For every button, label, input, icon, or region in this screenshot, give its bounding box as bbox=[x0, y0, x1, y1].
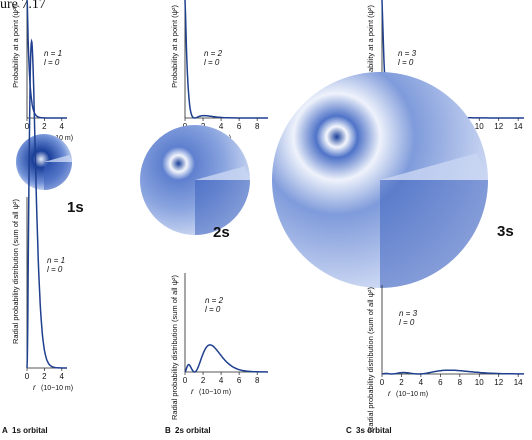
tick-label-bottom-3s-3: 6 bbox=[438, 378, 443, 387]
tick-label-bottom-2s-2: 4 bbox=[219, 376, 224, 385]
orbital-label-1s: 1s bbox=[67, 199, 84, 216]
l-label-bottom-3s: l = 0 bbox=[399, 318, 415, 327]
n-label-bottom-1s: n = 1 bbox=[47, 256, 65, 265]
ylabel-top-1s: Probability at a point (ψ²) bbox=[11, 5, 20, 88]
curve-radial-3s bbox=[381, 369, 524, 375]
curve-radial-1s bbox=[26, 38, 67, 369]
orbital-cutaway-face-1s bbox=[44, 162, 72, 190]
xlabel-bottom-3s: r bbox=[388, 389, 391, 398]
tick-label-bottom-1s-0: 0 bbox=[25, 372, 30, 381]
ylabel-top-3s: Probability at a point (ψ²) bbox=[366, 5, 375, 88]
caption-letter-3s: C bbox=[346, 426, 352, 435]
ylabel-bottom-2s: Radial probability distribution (sum of … bbox=[170, 275, 179, 420]
xlabel-bottom-1s: r bbox=[33, 383, 36, 392]
curve-psi-2s bbox=[184, 0, 268, 119]
tick-label-bottom-3s-7: 14 bbox=[514, 378, 523, 387]
tick-label-bottom-2s-1: 2 bbox=[201, 376, 206, 385]
orbital-label-2s: 2s bbox=[213, 224, 230, 241]
xunit-bottom-3s: (10−10 m) bbox=[396, 391, 428, 398]
tick-label-bottom-3s-4: 8 bbox=[458, 378, 463, 387]
tick-label-bottom-2s-0: 0 bbox=[183, 376, 188, 385]
xlabel-bottom-2s: r bbox=[191, 387, 194, 396]
tick-label-bottom-1s-2: 4 bbox=[60, 372, 65, 381]
l-label-top-2s: l = 0 bbox=[204, 58, 220, 67]
caption-letter-1s: A bbox=[2, 426, 8, 435]
caption-1s: 1s orbital bbox=[12, 426, 48, 435]
tick-label-top-2s-4: 8 bbox=[255, 122, 260, 131]
tick-label-bottom-2s-4: 8 bbox=[255, 376, 260, 385]
tick-label-top-1s-0: 0 bbox=[25, 122, 30, 131]
ylabel-bottom-3s: Radial probability distribution (sum of … bbox=[366, 287, 375, 432]
l-label-top-3s: l = 0 bbox=[398, 58, 414, 67]
ylabel-top-2s: Probability at a point (ψ²) bbox=[170, 5, 179, 88]
tick-label-bottom-1s-1: 2 bbox=[42, 372, 47, 381]
caption-2s: 2s orbital bbox=[175, 426, 211, 435]
tick-label-bottom-3s-6: 12 bbox=[494, 378, 503, 387]
tick-label-top-2s-3: 6 bbox=[237, 122, 242, 131]
l-label-top-1s: l = 0 bbox=[44, 58, 60, 67]
orbital-cutaway-top-1s bbox=[44, 155, 72, 162]
tick-label-top-3s-6: 12 bbox=[494, 122, 503, 131]
n-label-top-2s: n = 2 bbox=[204, 49, 223, 58]
l-label-bottom-1s: l = 0 bbox=[47, 265, 63, 274]
tick-label-bottom-3s-1: 2 bbox=[399, 378, 404, 387]
tick-label-bottom-3s-2: 4 bbox=[419, 378, 424, 387]
tick-label-bottom-3s-5: 10 bbox=[475, 378, 484, 387]
xunit-bottom-2s: (10−10 m) bbox=[199, 389, 231, 396]
caption-3s: 3s orbital bbox=[356, 426, 392, 435]
tick-label-bottom-3s-0: 0 bbox=[380, 378, 385, 387]
orbital-cutaway-top-3s bbox=[380, 153, 488, 180]
n-label-bottom-3s: n = 3 bbox=[399, 309, 418, 318]
tick-label-bottom-2s-3: 6 bbox=[237, 376, 242, 385]
curve-radial-2s bbox=[184, 344, 268, 373]
orbital-label-3s: 3s bbox=[497, 223, 514, 240]
tick-label-top-2s-2: 4 bbox=[219, 122, 224, 131]
l-label-bottom-2s: l = 0 bbox=[205, 305, 221, 314]
orbital-cutaway-face-2s bbox=[195, 180, 250, 235]
xunit-bottom-1s: (10−10 m) bbox=[41, 385, 73, 392]
tick-label-top-1s-1: 2 bbox=[42, 122, 47, 131]
n-label-top-1s: n = 1 bbox=[44, 49, 62, 58]
n-label-top-3s: n = 3 bbox=[398, 49, 417, 58]
ylabel-bottom-1s: Radial probability distribution (sum of … bbox=[11, 199, 20, 344]
orbital-cutaway-face-3s bbox=[380, 180, 488, 288]
tick-label-top-3s-5: 10 bbox=[475, 122, 484, 131]
tick-label-top-3s-7: 14 bbox=[514, 122, 523, 131]
figure-title: ure 7.17 bbox=[0, 0, 46, 12]
caption-letter-2s: B bbox=[165, 426, 171, 435]
n-label-bottom-2s: n = 2 bbox=[205, 296, 224, 305]
orbital-cutaway-top-2s bbox=[195, 166, 250, 180]
tick-label-top-1s-2: 4 bbox=[60, 122, 65, 131]
